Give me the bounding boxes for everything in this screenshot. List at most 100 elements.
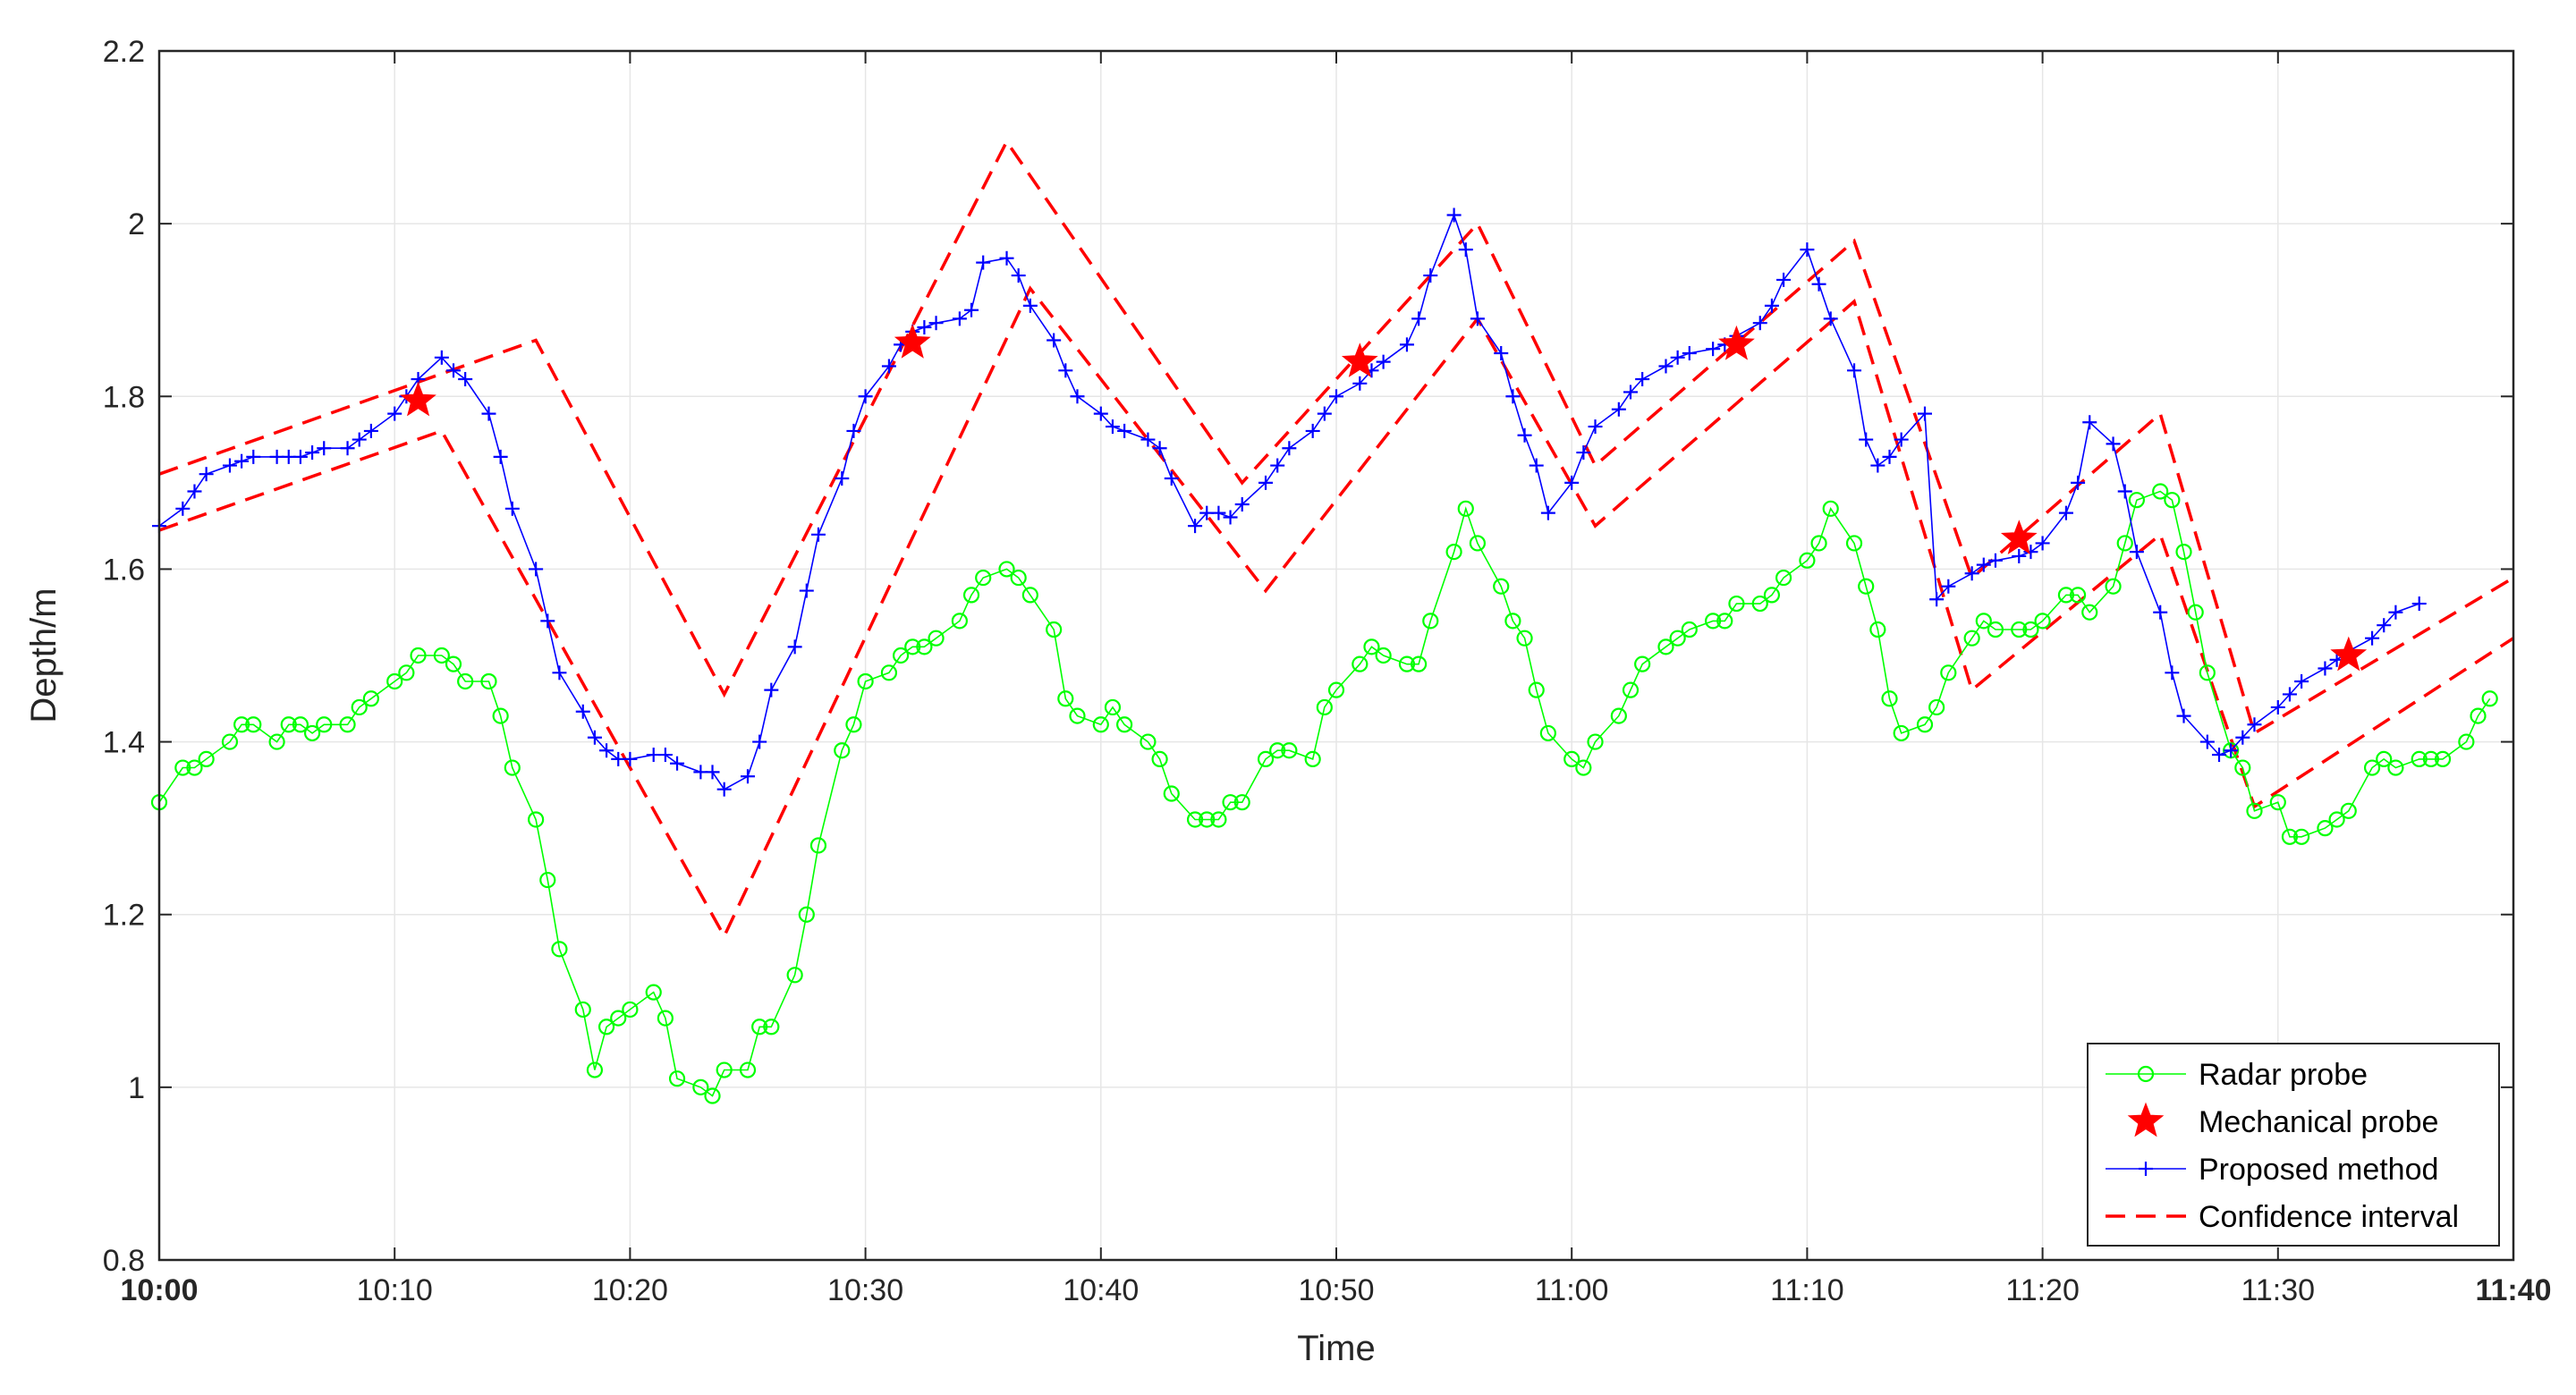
radar-probe-point bbox=[2293, 828, 2310, 845]
radar-probe-point bbox=[2328, 811, 2345, 828]
proposed-method-point bbox=[2411, 596, 2427, 612]
proposed-method-point bbox=[387, 406, 402, 421]
proposed-method-point bbox=[1918, 406, 1932, 421]
radar-probe-point bbox=[951, 613, 968, 630]
x-axis-title: Time bbox=[1297, 1329, 1375, 1368]
radar-probe-point bbox=[1987, 621, 2004, 638]
radar-probe-point bbox=[1163, 785, 1180, 802]
legend-item: Mechanical probe bbox=[2127, 1102, 2438, 1139]
proposed-method-point bbox=[1706, 342, 1721, 357]
proposed-method-point bbox=[928, 316, 944, 331]
proposed-method-point bbox=[2294, 673, 2309, 689]
proposed-method-point bbox=[340, 441, 355, 456]
proposed-method-point bbox=[458, 371, 473, 386]
radar-probe-point bbox=[1810, 535, 1827, 552]
radar-probe-point bbox=[316, 716, 333, 733]
series-line bbox=[158, 490, 2491, 1097]
proposed-method-point bbox=[1635, 371, 1650, 386]
proposed-method-point bbox=[222, 458, 237, 473]
radar-probe-point bbox=[410, 647, 427, 664]
radar-probe-point bbox=[1634, 655, 1651, 672]
radar-probe-point bbox=[198, 750, 215, 767]
radar-probe-point bbox=[398, 664, 415, 681]
radar-probe-point bbox=[504, 759, 521, 776]
radar-probe-point bbox=[2363, 759, 2381, 776]
legend-label: Proposed method bbox=[2199, 1153, 2438, 1187]
radar-probe-point bbox=[1845, 535, 1863, 552]
y-axis-title: Depth/m bbox=[24, 588, 64, 723]
radar-probe-point bbox=[751, 1019, 768, 1036]
radar-probe-point bbox=[2317, 820, 2334, 837]
radar-probe-point bbox=[280, 716, 297, 733]
radar-probe-point bbox=[1092, 716, 1109, 733]
radar-probe-point bbox=[2128, 492, 2145, 509]
proposed-method-point bbox=[1399, 337, 1414, 352]
radar-probe-point bbox=[1422, 613, 1439, 630]
radar-probe-point bbox=[668, 1070, 686, 1087]
mechanical-probe-point bbox=[400, 381, 436, 417]
proposed-method-point bbox=[1764, 298, 1779, 313]
legend-item: Proposed method bbox=[2106, 1153, 2438, 1187]
radar-probe-point bbox=[433, 647, 450, 664]
proposed-method-point bbox=[446, 363, 461, 378]
radar-probe-point bbox=[1516, 630, 1533, 647]
radar-probe-point bbox=[2422, 750, 2439, 767]
series-mechanical-probe bbox=[400, 323, 2368, 672]
radar-probe-point bbox=[174, 759, 191, 776]
proposed-method-point bbox=[1352, 376, 1368, 391]
radar-probe-point bbox=[1928, 698, 1945, 716]
legend: Radar probe Mechanical probe Proposed meth… bbox=[2087, 1043, 2500, 1247]
proposed-method-point bbox=[1011, 268, 1026, 283]
radar-probe-point bbox=[1210, 811, 1227, 828]
radar-probe-point bbox=[1869, 621, 1886, 638]
radar-probe-point bbox=[2164, 492, 2181, 509]
proposed-method-point bbox=[1164, 471, 1179, 486]
radar-probe-point bbox=[597, 1019, 615, 1036]
proposed-method-point bbox=[504, 501, 520, 516]
proposed-method-point bbox=[1611, 402, 1626, 417]
legend-item: Radar probe bbox=[2106, 1058, 2368, 1092]
proposed-method-point bbox=[2270, 699, 2285, 714]
radar-probe-point bbox=[1304, 750, 1321, 767]
proposed-method-point bbox=[623, 751, 638, 766]
radar-probe-point bbox=[1893, 724, 1910, 742]
radar-probe-point bbox=[1763, 587, 1781, 604]
proposed-method-point bbox=[1423, 268, 1438, 283]
radar-probe-point bbox=[834, 742, 851, 759]
proposed-method-point bbox=[917, 320, 932, 335]
radar-probe-point bbox=[1140, 733, 1157, 750]
proposed-method-point bbox=[705, 765, 720, 780]
proposed-method-point bbox=[1529, 458, 1544, 473]
radar-probe-point bbox=[786, 967, 803, 984]
radar-probe-point bbox=[610, 1010, 627, 1027]
proposed-method-point bbox=[1270, 458, 1285, 473]
proposed-method-point bbox=[1093, 406, 1108, 421]
radar-probe-point bbox=[574, 1001, 591, 1019]
proposed-method-point bbox=[599, 743, 614, 758]
proposed-method-point bbox=[2224, 743, 2239, 758]
radar-probe-point bbox=[1316, 698, 1333, 716]
y-tick-label: 1 bbox=[128, 1071, 145, 1105]
radar-probe-point bbox=[1575, 759, 1592, 776]
radar-probe-point bbox=[1445, 544, 1462, 561]
radar-probe-point bbox=[221, 733, 239, 750]
proposed-method-point bbox=[575, 704, 590, 719]
legend-item: Confidence interval bbox=[2106, 1200, 2459, 1234]
radar-probe-point bbox=[2434, 750, 2452, 767]
y-tick-label: 0.8 bbox=[103, 1244, 145, 1278]
proposed-method-point bbox=[2199, 734, 2215, 749]
radar-probe-point bbox=[845, 716, 862, 733]
proposed-method-point bbox=[2035, 536, 2050, 551]
radar-probe-point bbox=[1327, 681, 1345, 698]
radar-probe-point bbox=[1587, 733, 1604, 750]
ticks: 0.8 1 1.2 1.4 1.6 1.8 2 2.2 10:00 10:10 10:20 10:30… bbox=[103, 35, 2552, 1307]
proposed-method-point bbox=[175, 501, 191, 516]
radar-probe-point bbox=[2187, 604, 2204, 621]
radar-probe-point bbox=[2246, 802, 2263, 819]
series-line bbox=[158, 213, 2419, 790]
proposed-method-point bbox=[1800, 242, 1815, 258]
proposed-method-point bbox=[2318, 661, 2333, 676]
proposed-method-point bbox=[1658, 359, 1674, 374]
mechanical-probe-point bbox=[1341, 342, 1378, 377]
radar-probe-point bbox=[1799, 552, 1816, 569]
